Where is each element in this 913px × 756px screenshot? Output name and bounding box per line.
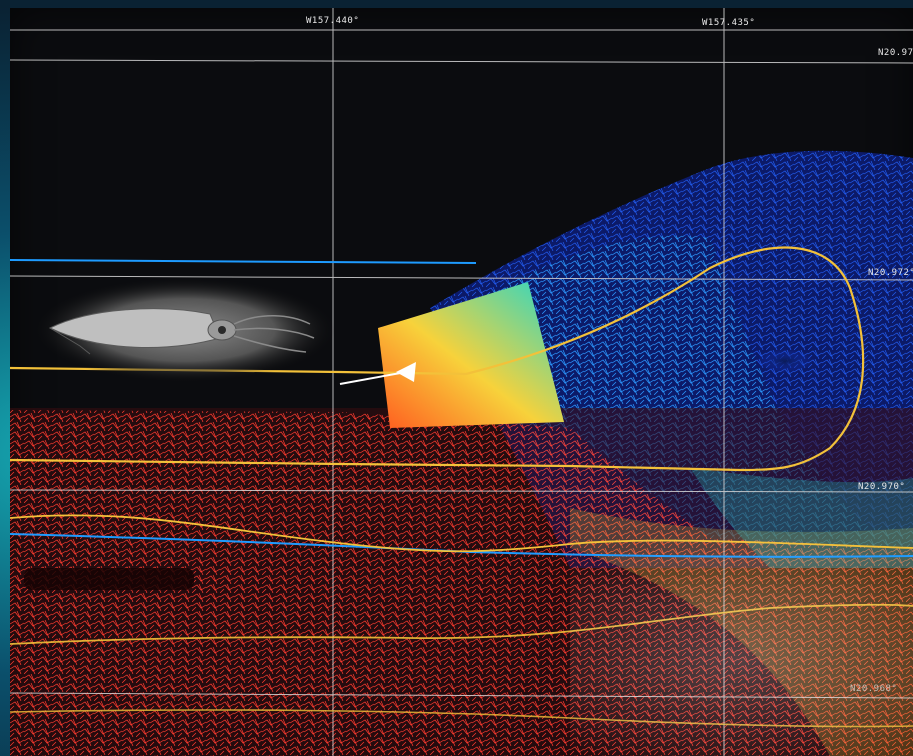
latitude-label-2: N20.972° — [868, 268, 913, 278]
track-line-lower-2 — [10, 603, 913, 645]
data-gap — [24, 568, 194, 590]
map-canvas[interactable] — [10, 8, 913, 756]
shallow-bathymetry-mesh — [10, 410, 913, 756]
track-line-lower-1 — [10, 514, 913, 553]
track-line-lower-3 — [10, 709, 913, 728]
transition-zone-yellow — [570, 508, 913, 756]
bathymetry-map-panel[interactable]: W157.440° W157.435° N20.97 N20.972° N20.… — [10, 8, 913, 756]
longitude-label-2: W157.435° — [702, 18, 756, 28]
blue-reference-line-upper — [10, 259, 477, 264]
depression-hole — [757, 349, 813, 373]
longitude-label-1: W157.440° — [306, 16, 360, 26]
latitude-label-3: N20.970° — [858, 482, 906, 492]
squid-icon — [35, 278, 335, 382]
coordinate-grid — [10, 8, 913, 756]
vehicle-track — [10, 246, 865, 472]
latitude-label-4: N20.968° — [850, 684, 898, 694]
vehicle-heading-marker-icon[interactable] — [339, 362, 416, 385]
transition-zone-cyan — [690, 468, 913, 568]
latitude-label-1: N20.97 — [878, 48, 913, 58]
sonar-swath — [378, 282, 564, 428]
